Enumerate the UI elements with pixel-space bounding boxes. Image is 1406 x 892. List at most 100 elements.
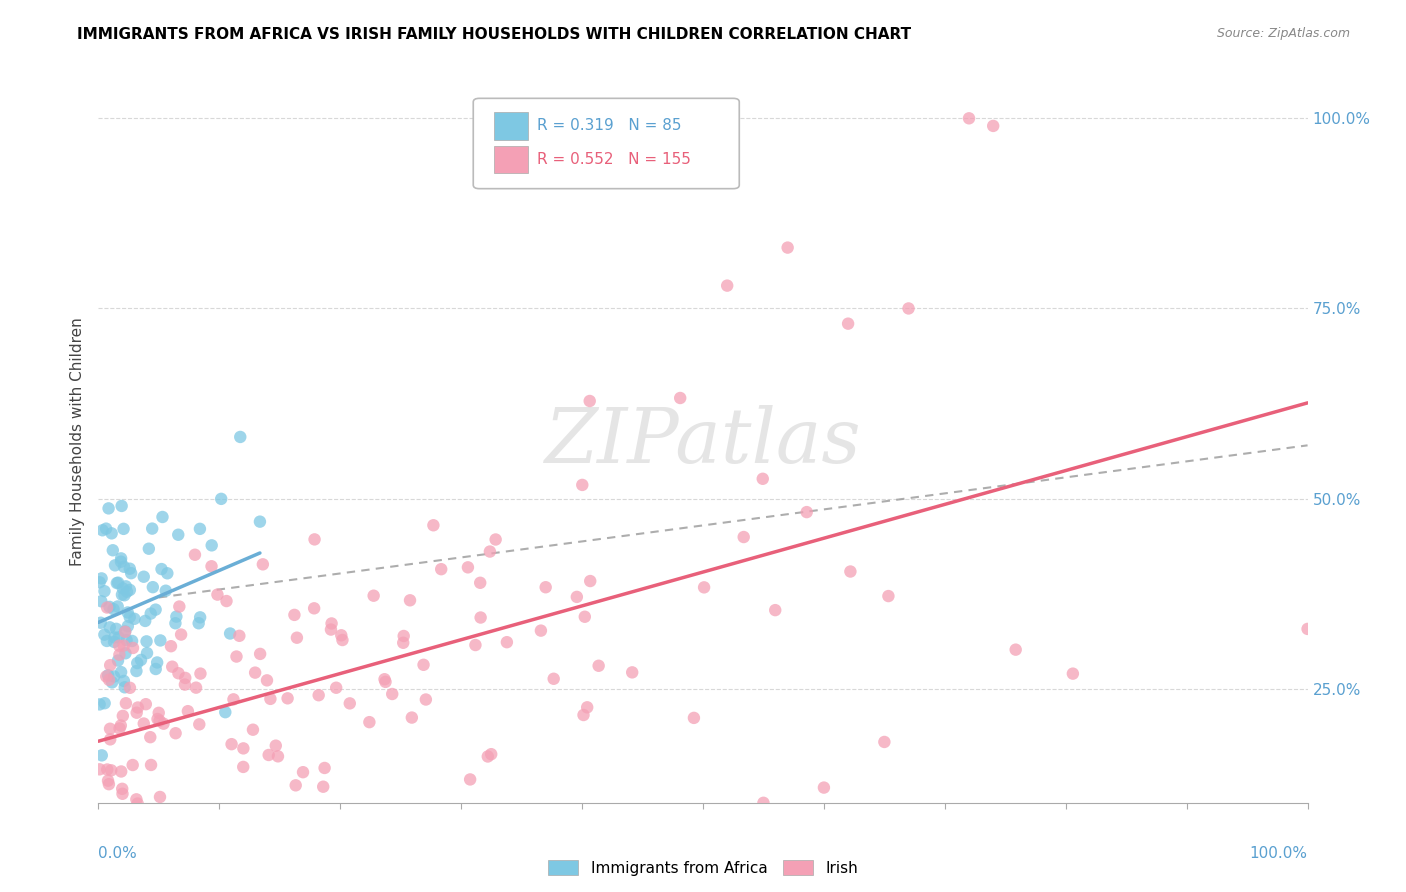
- Point: [112, 588, 135, 602]
- Point: [249, 515, 271, 529]
- Point: [264, 739, 287, 753]
- Point: [98, 673, 121, 687]
- Point: [122, 640, 145, 655]
- Text: R = 0.552   N = 155: R = 0.552 N = 155: [537, 153, 692, 168]
- Point: [588, 658, 610, 673]
- Point: [149, 789, 172, 804]
- Point: [496, 635, 519, 649]
- Point: [392, 629, 415, 643]
- Point: [422, 518, 444, 533]
- Point: [115, 579, 138, 593]
- FancyBboxPatch shape: [494, 112, 527, 139]
- Point: [1296, 622, 1319, 636]
- Point: [98, 732, 121, 747]
- Point: [839, 565, 862, 579]
- Point: [91, 523, 114, 537]
- Point: [621, 665, 644, 680]
- Point: [97, 501, 120, 516]
- Point: [187, 616, 209, 631]
- Point: [277, 691, 299, 706]
- Point: [136, 646, 159, 660]
- Point: [90, 748, 112, 763]
- Point: [127, 797, 149, 811]
- Point: [111, 787, 134, 801]
- Point: [430, 562, 453, 576]
- Point: [112, 559, 135, 574]
- Point: [285, 631, 308, 645]
- Text: IMMIGRANTS FROM AFRICA VS IRISH FAMILY HOUSEHOLDS WITH CHILDREN CORRELATION CHAR: IMMIGRANTS FROM AFRICA VS IRISH FAMILY H…: [77, 27, 911, 42]
- Point: [146, 712, 169, 726]
- Point: [97, 773, 120, 788]
- Point: [579, 574, 602, 588]
- Point: [173, 803, 195, 817]
- Point: [139, 730, 162, 744]
- Point: [107, 631, 129, 645]
- Point: [877, 589, 900, 603]
- Point: [249, 647, 271, 661]
- Point: [669, 391, 692, 405]
- Point: [141, 522, 163, 536]
- Point: [457, 560, 479, 574]
- Point: [145, 602, 167, 616]
- Point: [304, 533, 326, 547]
- Point: [170, 627, 193, 641]
- Point: [125, 664, 148, 678]
- Point: [412, 657, 434, 672]
- Point: [813, 780, 835, 795]
- Point: [107, 599, 129, 614]
- Point: [111, 781, 134, 796]
- Point: [981, 119, 1004, 133]
- Point: [415, 692, 437, 706]
- Point: [194, 817, 217, 831]
- Point: [139, 758, 162, 772]
- Point: [103, 602, 125, 616]
- Point: [319, 623, 342, 637]
- Point: [188, 522, 211, 536]
- Point: [796, 505, 818, 519]
- Point: [142, 580, 165, 594]
- Point: [103, 631, 125, 645]
- Point: [165, 726, 187, 740]
- Point: [184, 548, 207, 562]
- Point: [118, 681, 141, 695]
- Point: [214, 705, 236, 719]
- Point: [188, 717, 211, 731]
- Point: [115, 633, 138, 648]
- Point: [89, 575, 111, 590]
- Point: [763, 603, 786, 617]
- Point: [479, 747, 502, 761]
- Point: [571, 478, 593, 492]
- Point: [314, 761, 336, 775]
- FancyBboxPatch shape: [474, 98, 740, 189]
- Point: [897, 301, 920, 316]
- Point: [96, 600, 118, 615]
- Point: [101, 675, 124, 690]
- Point: [118, 562, 141, 576]
- Point: [752, 472, 775, 486]
- Point: [477, 749, 499, 764]
- Point: [97, 777, 120, 791]
- Text: ZIPatlas: ZIPatlas: [544, 405, 862, 478]
- Point: [112, 673, 135, 688]
- Point: [135, 697, 157, 711]
- Point: [149, 714, 172, 728]
- Point: [101, 826, 124, 840]
- Point: [232, 741, 254, 756]
- Point: [169, 599, 191, 614]
- Point: [259, 691, 281, 706]
- Point: [209, 491, 232, 506]
- Point: [733, 530, 755, 544]
- Point: [148, 706, 170, 720]
- Point: [225, 649, 247, 664]
- Text: 100.0%: 100.0%: [1250, 847, 1308, 861]
- Point: [957, 112, 980, 126]
- Point: [93, 628, 115, 642]
- Point: [219, 626, 242, 640]
- Point: [458, 772, 481, 787]
- Point: [121, 634, 143, 648]
- Point: [177, 704, 200, 718]
- Point: [162, 824, 184, 838]
- Point: [97, 668, 120, 682]
- FancyBboxPatch shape: [494, 146, 527, 173]
- Text: R = 0.319   N = 85: R = 0.319 N = 85: [537, 119, 682, 133]
